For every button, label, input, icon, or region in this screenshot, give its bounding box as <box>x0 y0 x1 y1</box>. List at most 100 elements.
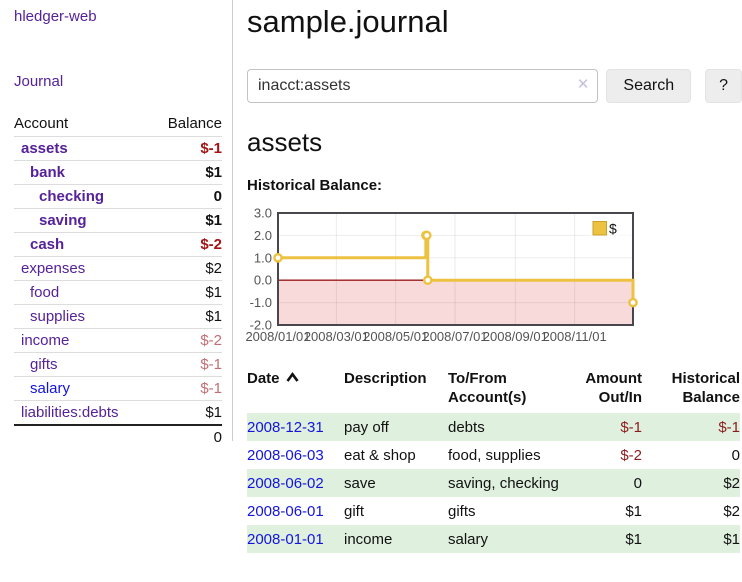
account-link-income[interactable]: income <box>21 332 70 349</box>
register-col-accounts: To/From Account(s) <box>448 370 527 406</box>
account-balance: $1 <box>150 400 222 425</box>
account-balance: $-2 <box>150 328 222 353</box>
transaction-accounts: food, supplies <box>448 446 541 464</box>
historical-balance-chart: $3.0 2.0 1.0 0.0 -1.0 -2.02008/01/012008/03/0… <box>245 206 638 344</box>
transaction-description: save <box>344 474 376 492</box>
transaction-balance: 0 <box>731 446 740 464</box>
account-link-cash[interactable]: cash <box>30 236 65 253</box>
account-link-expenses[interactable]: expenses <box>21 260 86 277</box>
accounts-table: Account Balance assets $-1 bank $1 checking 0… <box>14 112 222 449</box>
account-link-supplies[interactable]: supplies <box>30 308 86 325</box>
account-row: food $1 <box>14 280 222 305</box>
svg-text:0.0: 0.0 <box>254 273 272 288</box>
svg-text:2008/09/01: 2008/09/01 <box>483 329 548 344</box>
transaction-amount: $1 <box>625 502 642 520</box>
transaction-date-link[interactable]: 2008-06-02 <box>247 474 324 492</box>
account-row: checking 0 <box>14 184 222 209</box>
transaction-accounts: gifts <box>448 502 476 520</box>
account-row: expenses $2 <box>14 256 222 281</box>
svg-text:2008/07/01: 2008/07/01 <box>422 329 487 344</box>
account-link-food[interactable]: food <box>30 284 60 301</box>
account-balance: $1 <box>150 208 222 233</box>
transaction-date-link[interactable]: 2008-12-31 <box>247 418 324 436</box>
account-link-salary[interactable]: salary <box>30 380 71 397</box>
svg-text:1.0: 1.0 <box>254 250 272 265</box>
register-col-date-label: Date <box>247 370 280 387</box>
register-table: Date Description To/From Account(s) Amou… <box>247 367 740 553</box>
svg-text:-2.0: -2.0 <box>250 318 272 333</box>
register-row: 2008-12-31 pay off debts $-1 $-1 <box>247 413 740 441</box>
register-row: 2008-01-01 income salary $1 $1 <box>247 525 740 553</box>
transaction-date-link[interactable]: 2008-06-03 <box>247 446 324 464</box>
svg-text:2008/11/01: 2008/11/01 <box>543 329 607 344</box>
account-link-saving[interactable]: saving <box>39 212 87 229</box>
transaction-amount: 0 <box>633 474 642 492</box>
account-balance: $-1 <box>150 376 222 401</box>
search-input[interactable] <box>247 69 599 103</box>
transaction-accounts: debts <box>448 418 485 436</box>
account-row: assets $-1 <box>14 136 222 161</box>
account-link-assets[interactable]: assets <box>21 140 68 157</box>
svg-text:$: $ <box>609 221 617 237</box>
accounts-total-value: 0 <box>150 424 222 449</box>
transaction-balance: $2 <box>723 502 740 520</box>
transaction-accounts: saving, checking <box>448 474 559 492</box>
transaction-accounts: salary <box>448 530 489 548</box>
svg-text:2008/01/01: 2008/01/01 <box>245 329 310 344</box>
transaction-balance: $2 <box>723 474 740 492</box>
account-link-liabilities-debts[interactable]: liabilities:debts <box>21 404 119 421</box>
svg-text:2008/03/01: 2008/03/01 <box>304 329 369 344</box>
transaction-amount: $-1 <box>620 418 642 436</box>
account-balance: $-2 <box>150 232 222 257</box>
register-row: 2008-06-01 gift gifts $1 $2 <box>247 497 740 525</box>
register-col-balance: Historical Balance <box>671 370 740 406</box>
transaction-date-link[interactable]: 2008-01-01 <box>247 530 324 548</box>
transaction-amount: $-2 <box>620 446 642 464</box>
account-link-checking[interactable]: checking <box>39 188 105 205</box>
register-header-row: Date Description To/From Account(s) Amou… <box>247 367 740 413</box>
account-row: cash $-2 <box>14 232 222 257</box>
account-balance: $1 <box>150 304 222 329</box>
transaction-description: eat & shop <box>344 446 416 464</box>
transaction-balance: $1 <box>723 530 740 548</box>
account-balance: $1 <box>150 160 222 185</box>
app-title-link[interactable]: hledger-web <box>14 8 97 25</box>
transaction-description: gift <box>344 502 365 520</box>
accounts-col-balance: Balance <box>167 115 222 132</box>
transaction-amount: $1 <box>625 530 642 548</box>
account-row: liabilities:debts $1 <box>14 400 222 425</box>
account-balance: $2 <box>150 256 222 281</box>
chart-title: Historical Balance: <box>247 177 383 194</box>
register-row: 2008-06-02 save saving, checking 0 $2 <box>247 469 740 497</box>
account-heading: assets <box>247 127 323 157</box>
register-col-date[interactable]: Date <box>247 367 344 413</box>
account-row: saving $1 <box>14 208 222 233</box>
transaction-date-link[interactable]: 2008-06-01 <box>247 502 324 520</box>
help-button[interactable]: ? <box>705 69 742 103</box>
transaction-description: pay off <box>344 418 389 436</box>
register-col-description: Description <box>344 370 427 387</box>
account-balance: 0 <box>150 184 222 209</box>
account-row: gifts $-1 <box>14 352 222 377</box>
svg-text:-1.0: -1.0 <box>250 295 272 310</box>
search-button[interactable]: Search <box>606 69 692 103</box>
account-link-bank[interactable]: bank <box>30 164 66 181</box>
account-row: supplies $1 <box>14 304 222 329</box>
svg-text:3.0: 3.0 <box>254 206 272 221</box>
search-form: ✕ Search ? <box>247 69 742 103</box>
account-balance: $-1 <box>150 352 222 377</box>
nav-journal-link[interactable]: Journal <box>14 73 64 90</box>
account-row: salary $-1 <box>14 376 222 401</box>
transaction-balance: $-1 <box>718 418 740 436</box>
register-row: 2008-06-03 eat & shop food, supplies $-2 0 <box>247 441 740 469</box>
sort-ascending-icon <box>285 369 299 388</box>
accounts-col-account: Account <box>14 115 69 132</box>
account-balance: $1 <box>150 280 222 305</box>
transaction-description: income <box>344 530 393 548</box>
accounts-total-row: 0 <box>14 424 222 449</box>
page-title: sample.journal <box>247 4 449 39</box>
account-balance: $-1 <box>150 136 222 161</box>
account-link-gifts[interactable]: gifts <box>30 356 58 373</box>
register-col-amount: Amount Out/In <box>585 370 642 406</box>
clear-search-icon[interactable]: ✕ <box>576 76 590 93</box>
